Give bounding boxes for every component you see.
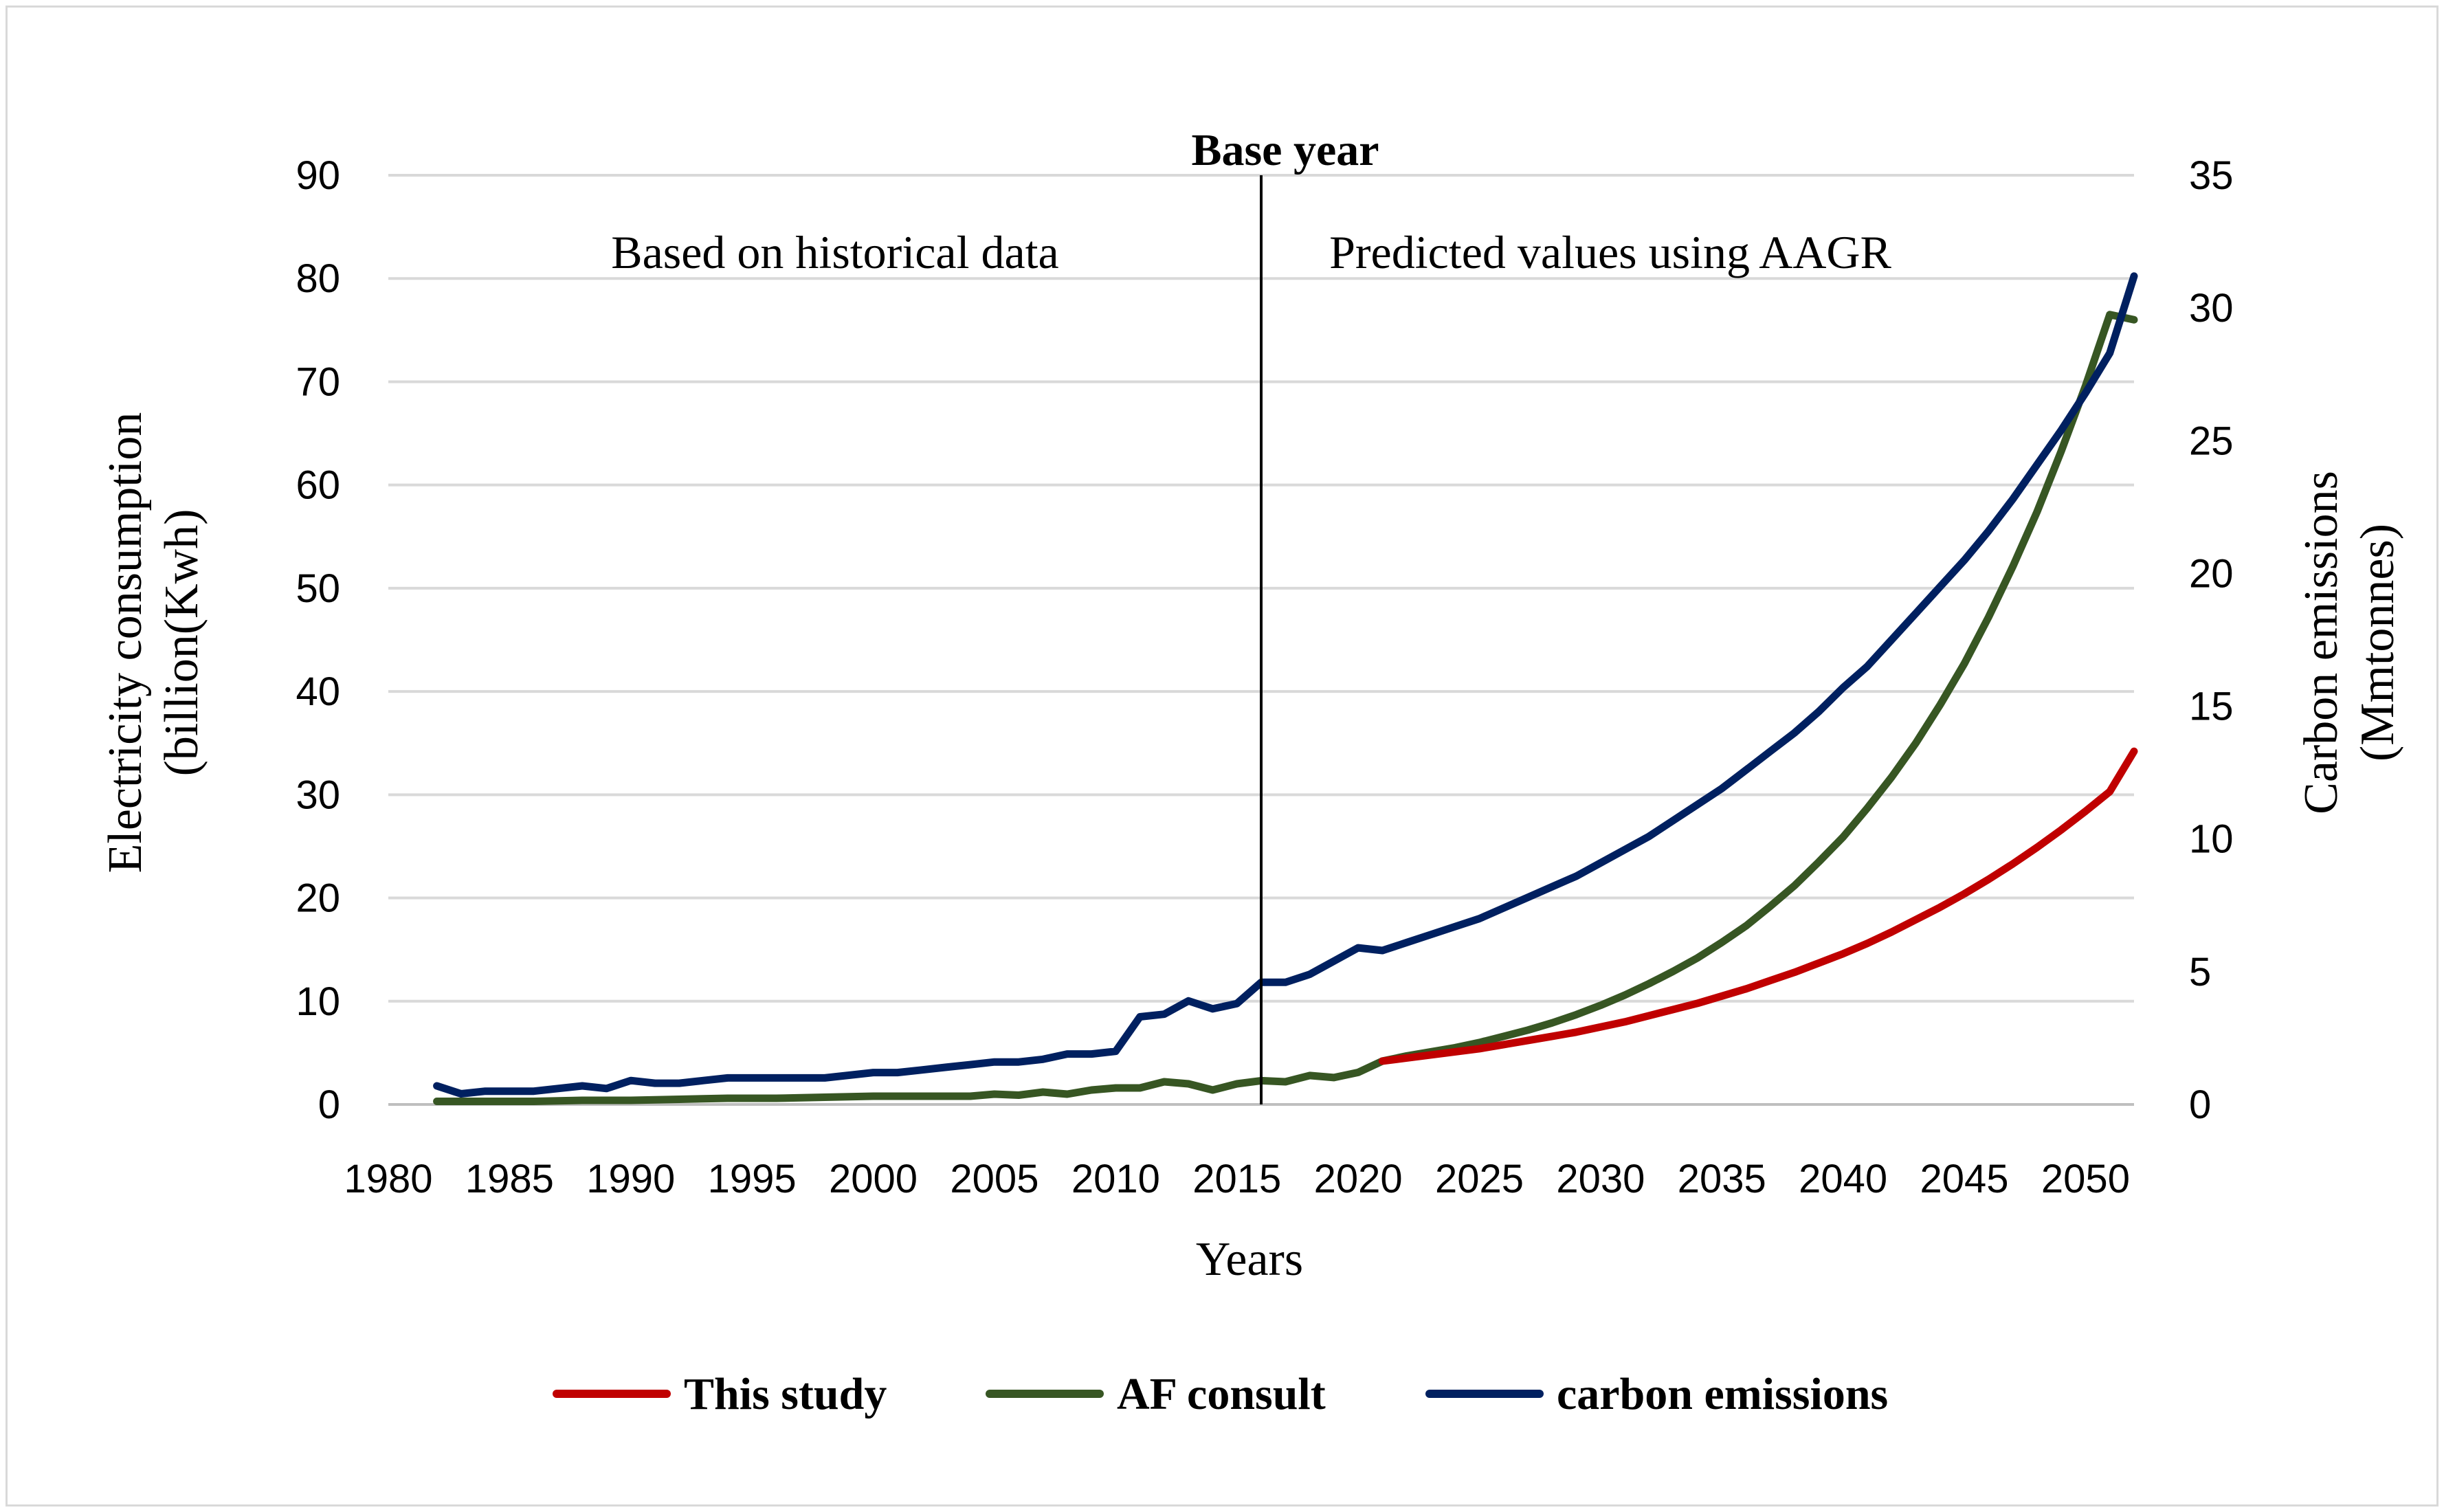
right-y-tick-label: 35 [2189,153,2234,198]
x-axis-title: Years [1196,1233,1303,1286]
chart-frame [5,5,2439,1507]
x-tick-label: 1990 [586,1157,675,1201]
right-y-tick-label: 0 [2189,1082,2211,1127]
x-tick-label: 1995 [708,1157,797,1201]
right-y-ticks: 0 5 10 15 20 25 30 35 [2189,153,2234,1127]
legend-label: This study [684,1369,887,1419]
right-y-tick-label: 25 [2189,419,2234,463]
x-tick-label: 2015 [1192,1157,1281,1201]
x-tick-label: 2040 [1799,1157,1887,1201]
x-tick-label: 2010 [1071,1157,1160,1201]
left-y-tick-label: 50 [296,566,340,611]
x-ticks: 1980 1985 1990 1995 2000 2005 2010 2015 2020 2025… [344,1157,2129,1201]
series-lines [433,272,2138,1105]
left-y-tick-label: 60 [296,463,340,508]
predicted-region-label: Predicted values using AAGR [1329,226,1891,278]
x-tick-label: 2005 [950,1157,1038,1201]
x-tick-label: 2030 [1556,1157,1645,1201]
right-y-tick-label: 30 [2189,286,2234,331]
x-tick-label: 1980 [344,1157,432,1201]
series-line-carbon-emissions [433,272,2138,1098]
x-tick-label: 2045 [1920,1157,2009,1201]
right-y-axis-title: Carbon emissions(Mmtonnes) [2295,471,2404,814]
right-y-tick-label: 10 [2189,817,2234,862]
legend: This study AF consult carbon emissions [553,1369,1888,1419]
historical-region-label: Based on historical data [611,226,1058,278]
legend-label: AF consult [1117,1369,1326,1419]
left-y-tick-label: 80 [296,256,340,301]
series-line-this-study [1378,747,2138,1065]
left-y-tick-label: 40 [296,669,340,714]
x-tick-label: 1985 [465,1157,554,1201]
x-tick-label: 2025 [1435,1157,1524,1201]
legend-label: carbon emissions [1557,1369,1888,1419]
left-y-tick-label: 20 [296,876,340,921]
right-y-tick-label: 5 [2189,950,2211,994]
base-year-label: Base year [1191,125,1379,175]
x-tick-label: 2035 [1678,1157,1766,1201]
x-tick-label: 2050 [2041,1157,2130,1201]
right-y-tick-label: 20 [2189,551,2234,596]
left-y-tick-label: 30 [296,772,340,817]
left-y-tick-label: 10 [296,979,340,1024]
left-y-tick-label: 90 [296,153,340,198]
left-y-axis-title: Electricity consumption(billion(Kwh) [99,412,208,874]
x-tick-label: 2020 [1314,1157,1403,1201]
right-y-tick-label: 15 [2189,685,2234,729]
left-y-tick-label: 70 [296,359,340,404]
left-y-tick-label: 0 [318,1082,340,1127]
x-tick-label: 2000 [829,1157,918,1201]
left-y-ticks: 0 10 20 30 40 50 60 70 80 90 [296,153,340,1127]
